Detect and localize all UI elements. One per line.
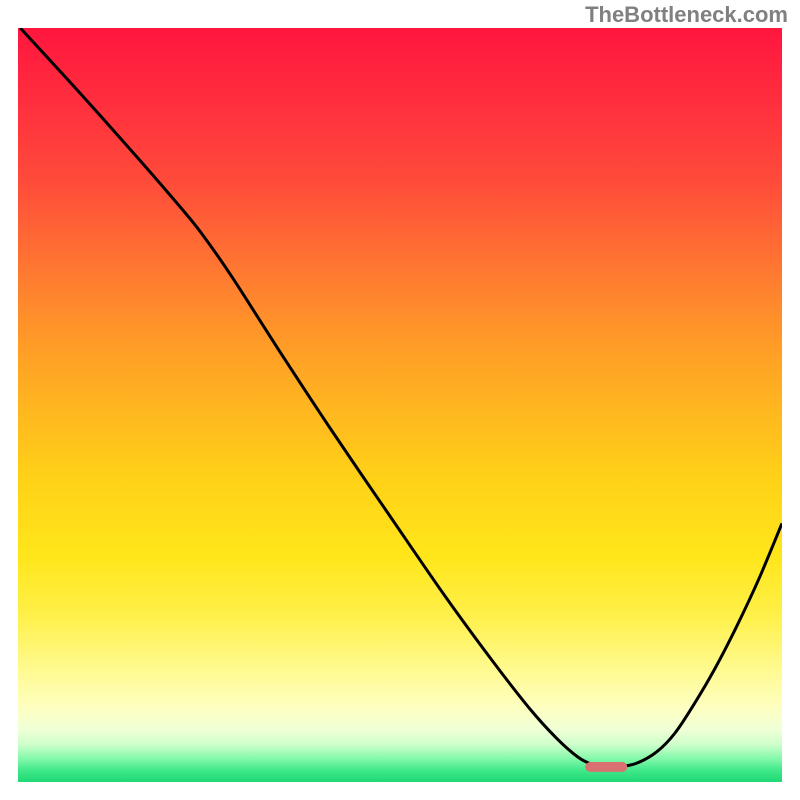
minimum-marker bbox=[585, 762, 627, 772]
chart-area bbox=[18, 28, 782, 782]
curve-line bbox=[20, 28, 782, 767]
chart-svg bbox=[18, 28, 782, 782]
chart-container: TheBottleneck.com bbox=[0, 0, 800, 800]
watermark-text: TheBottleneck.com bbox=[585, 2, 788, 28]
